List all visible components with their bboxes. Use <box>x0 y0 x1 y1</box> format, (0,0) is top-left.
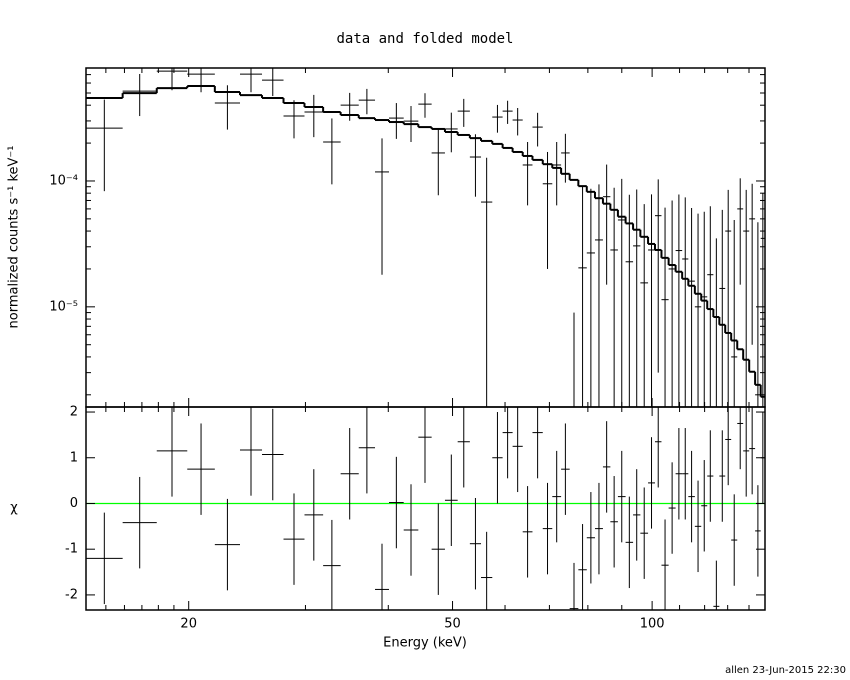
frame <box>85 67 766 408</box>
x-tick-label: 20 <box>180 617 197 632</box>
y-tick-label: 0 <box>70 496 78 511</box>
y-axis-label: normalized counts s⁻¹ keV⁻¹ <box>7 146 22 329</box>
y-tick-label: 10⁻⁴ <box>49 173 78 188</box>
chart-title: data and folded model <box>336 31 513 47</box>
y-tick-label: -2 <box>65 587 78 602</box>
plot-area <box>86 68 765 407</box>
x-tick-label: 100 <box>640 617 665 632</box>
x-axis-label: Energy (keV) <box>383 636 467 651</box>
frame <box>85 406 766 611</box>
plot-area <box>86 407 765 610</box>
footer: allen 23-Jun-2015 22:30 <box>725 665 846 676</box>
y-axis-label: χ <box>10 501 18 516</box>
y-tick-label: 10⁻⁵ <box>49 299 78 314</box>
y-tick-label: -1 <box>65 542 78 557</box>
x-tick-label: 50 <box>444 617 461 632</box>
y-tick-label: 1 <box>70 450 78 465</box>
y-tick-label: 2 <box>70 405 78 420</box>
